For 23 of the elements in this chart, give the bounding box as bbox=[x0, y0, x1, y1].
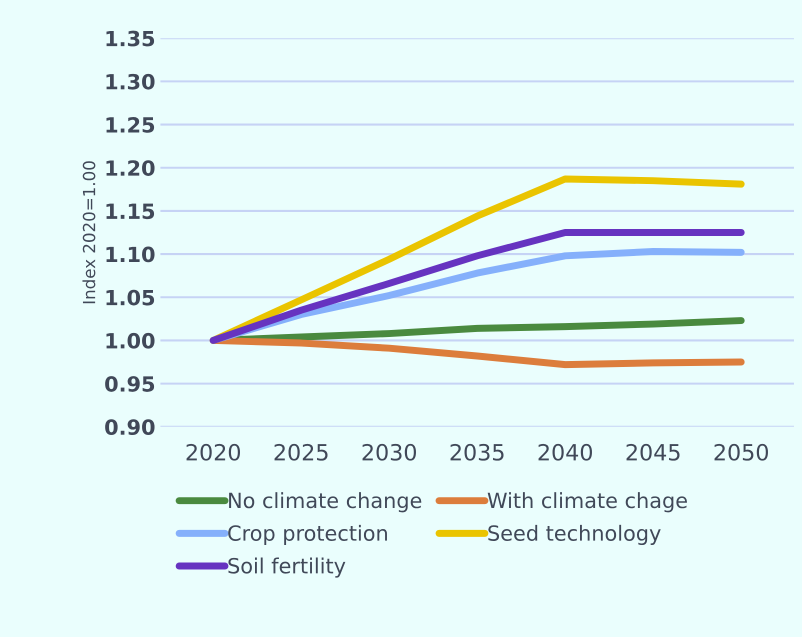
y-tick-label: 0.90 bbox=[105, 419, 155, 435]
legend-label: Seed technology bbox=[488, 524, 661, 545]
x-tick-label: 2025 bbox=[274, 444, 328, 461]
y-tick-label: 1.25 bbox=[106, 117, 154, 133]
y-tick-label: 1.00 bbox=[106, 332, 155, 349]
y-tick-label: 1.10 bbox=[106, 246, 155, 262]
x-tick-label: 2035 bbox=[450, 444, 504, 461]
y-tick-label: 1.20 bbox=[106, 160, 155, 176]
y-axis-title: Index 2020=1.00 bbox=[82, 161, 96, 304]
legend-label: No climate change bbox=[229, 492, 422, 512]
y-tick-label: 1.35 bbox=[106, 30, 154, 46]
x-tick-label: 2045 bbox=[626, 444, 680, 461]
x-tick-label: 2030 bbox=[362, 444, 416, 461]
x-tick-label: 2050 bbox=[714, 444, 768, 461]
x-tick-label: 2020 bbox=[186, 444, 240, 461]
y-tick-label: 1.05 bbox=[106, 290, 154, 306]
y-tick-label: 1.15 bbox=[106, 204, 154, 220]
legend-label: With climate chage bbox=[488, 492, 687, 512]
legend-label: Crop protection bbox=[228, 524, 387, 545]
legend-label: Soil fertility bbox=[228, 557, 346, 578]
x-tick-label: 2040 bbox=[538, 444, 592, 461]
y-tick-label: 0.95 bbox=[105, 376, 154, 392]
y-tick-label: 1.30 bbox=[106, 74, 155, 90]
